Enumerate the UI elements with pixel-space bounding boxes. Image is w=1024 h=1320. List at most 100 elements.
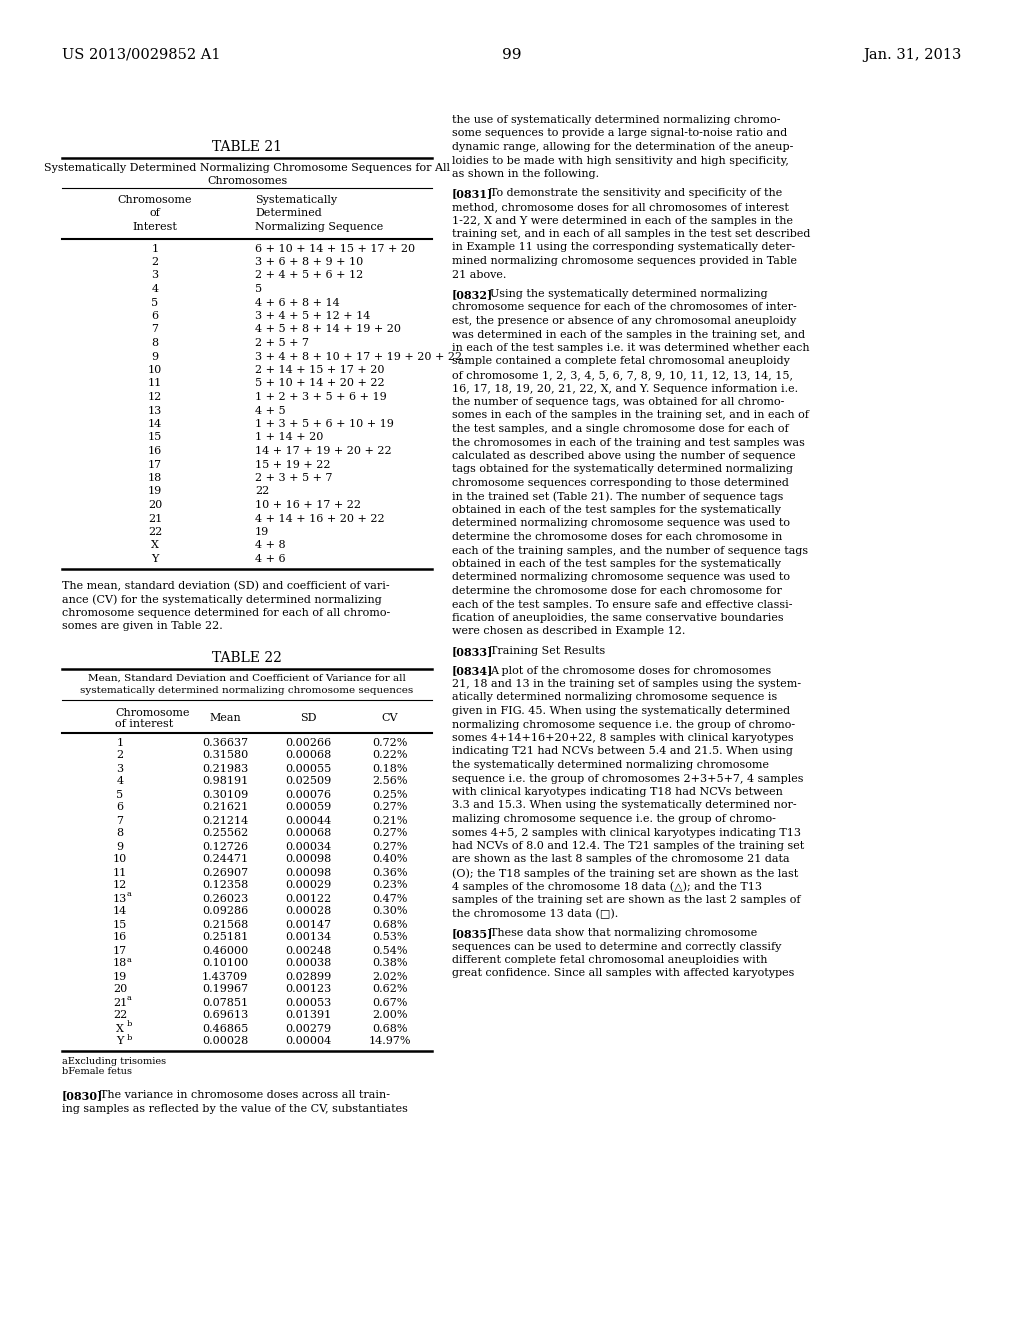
Text: 0.21983: 0.21983 — [202, 763, 248, 774]
Text: 0.12358: 0.12358 — [202, 880, 248, 891]
Text: 8: 8 — [152, 338, 159, 348]
Text: the systematically determined normalizing chromosome: the systematically determined normalizin… — [452, 760, 769, 770]
Text: 6: 6 — [152, 312, 159, 321]
Text: determined normalizing chromosome sequence was used to: determined normalizing chromosome sequen… — [452, 573, 790, 582]
Text: 18: 18 — [113, 958, 127, 969]
Text: 0.30109: 0.30109 — [202, 789, 248, 800]
Text: normalizing chromosome sequence i.e. the group of chromo-: normalizing chromosome sequence i.e. the… — [452, 719, 795, 730]
Text: given in FIG. 45. When using the systematically determined: given in FIG. 45. When using the systema… — [452, 706, 791, 715]
Text: great confidence. Since all samples with affected karyotypes: great confidence. Since all samples with… — [452, 969, 795, 978]
Text: dynamic range, allowing for the determination of the aneup-: dynamic range, allowing for the determin… — [452, 143, 794, 152]
Text: 10: 10 — [147, 366, 162, 375]
Text: b: b — [127, 1020, 132, 1028]
Text: 3.3 and 15.3. When using the systematically determined nor-: 3.3 and 15.3. When using the systematica… — [452, 800, 797, 810]
Text: 0.25562: 0.25562 — [202, 829, 248, 838]
Text: Jan. 31, 2013: Jan. 31, 2013 — [863, 48, 962, 62]
Text: 5: 5 — [152, 297, 159, 308]
Text: somes are given in Table 22.: somes are given in Table 22. — [62, 620, 223, 631]
Text: aExcluding trisomies: aExcluding trisomies — [62, 1056, 166, 1065]
Text: X: X — [152, 540, 159, 550]
Text: 0.00248: 0.00248 — [285, 945, 331, 956]
Text: sequences can be used to determine and correctly classify: sequences can be used to determine and c… — [452, 941, 781, 952]
Text: 0.68%: 0.68% — [373, 1023, 408, 1034]
Text: 0.10100: 0.10100 — [202, 958, 248, 969]
Text: systematically determined normalizing chromosome sequences: systematically determined normalizing ch… — [80, 686, 414, 696]
Text: 0.46865: 0.46865 — [202, 1023, 248, 1034]
Text: 4 + 5 + 8 + 14 + 19 + 20: 4 + 5 + 8 + 14 + 19 + 20 — [255, 325, 401, 334]
Text: 0.00098: 0.00098 — [285, 867, 331, 878]
Text: est, the presence or absence of any chromosomal aneuploidy: est, the presence or absence of any chro… — [452, 315, 797, 326]
Text: each of the test samples. To ensure safe and effective classi-: each of the test samples. To ensure safe… — [452, 599, 793, 610]
Text: 4 + 5: 4 + 5 — [255, 405, 286, 416]
Text: 9: 9 — [152, 351, 159, 362]
Text: The variance in chromosome doses across all train-: The variance in chromosome doses across … — [100, 1090, 390, 1101]
Text: with clinical karyotypes indicating T18 had NCVs between: with clinical karyotypes indicating T18 … — [452, 787, 783, 797]
Text: somes 4+5, 2 samples with clinical karyotypes indicating T13: somes 4+5, 2 samples with clinical karyo… — [452, 828, 801, 837]
Text: 20: 20 — [147, 500, 162, 510]
Text: obtained in each of the test samples for the systematically: obtained in each of the test samples for… — [452, 506, 781, 515]
Text: 12: 12 — [113, 880, 127, 891]
Text: somes in each of the samples in the training set, and in each of: somes in each of the samples in the trai… — [452, 411, 809, 421]
Text: 15 + 19 + 22: 15 + 19 + 22 — [255, 459, 331, 470]
Text: indicating T21 had NCVs between 5.4 and 21.5. When using: indicating T21 had NCVs between 5.4 and … — [452, 747, 793, 756]
Text: Interest: Interest — [132, 222, 177, 232]
Text: of chromosome 1, 2, 3, 4, 5, 6, 7, 8, 9, 10, 11, 12, 13, 14, 15,: of chromosome 1, 2, 3, 4, 5, 6, 7, 8, 9,… — [452, 370, 793, 380]
Text: 0.46000: 0.46000 — [202, 945, 248, 956]
Text: 0.02509: 0.02509 — [285, 776, 331, 787]
Text: the number of sequence tags, was obtained for all chromo-: the number of sequence tags, was obtaine… — [452, 397, 784, 407]
Text: 3 + 4 + 5 + 12 + 14: 3 + 4 + 5 + 12 + 14 — [255, 312, 371, 321]
Text: 4 + 14 + 16 + 20 + 22: 4 + 14 + 16 + 20 + 22 — [255, 513, 385, 524]
Text: 18: 18 — [147, 473, 162, 483]
Text: 0.40%: 0.40% — [373, 854, 408, 865]
Text: determine the chromosome doses for each chromosome in: determine the chromosome doses for each … — [452, 532, 782, 543]
Text: 17: 17 — [147, 459, 162, 470]
Text: 15: 15 — [147, 433, 162, 442]
Text: 0.00038: 0.00038 — [285, 958, 331, 969]
Text: sequence i.e. the group of chromosomes 2+3+5+7, 4 samples: sequence i.e. the group of chromosomes 2… — [452, 774, 804, 784]
Text: These data show that normalizing chromosome: These data show that normalizing chromos… — [490, 928, 758, 939]
Text: tags obtained for the systematically determined normalizing: tags obtained for the systematically det… — [452, 465, 793, 474]
Text: 0.67%: 0.67% — [373, 998, 408, 1007]
Text: as shown in the following.: as shown in the following. — [452, 169, 599, 180]
Text: calculated as described above using the number of sequence: calculated as described above using the … — [452, 451, 796, 461]
Text: 0.00044: 0.00044 — [285, 816, 331, 825]
Text: obtained in each of the test samples for the systematically: obtained in each of the test samples for… — [452, 558, 781, 569]
Text: 2.00%: 2.00% — [373, 1011, 408, 1020]
Text: Y: Y — [152, 554, 159, 564]
Text: 0.27%: 0.27% — [373, 842, 408, 851]
Text: 4 + 6: 4 + 6 — [255, 554, 286, 564]
Text: chromosome sequence for each of the chromosomes of inter-: chromosome sequence for each of the chro… — [452, 302, 797, 313]
Text: 14 + 17 + 19 + 20 + 22: 14 + 17 + 19 + 20 + 22 — [255, 446, 391, 455]
Text: 10: 10 — [113, 854, 127, 865]
Text: 4 + 8: 4 + 8 — [255, 540, 286, 550]
Text: the chromosomes in each of the training and test samples was: the chromosomes in each of the training … — [452, 437, 805, 447]
Text: ance (CV) for the systematically determined normalizing: ance (CV) for the systematically determi… — [62, 594, 382, 605]
Text: 7: 7 — [117, 816, 124, 825]
Text: 10 + 16 + 17 + 22: 10 + 16 + 17 + 22 — [255, 500, 361, 510]
Text: chromosome sequence determined for each of all chromo-: chromosome sequence determined for each … — [62, 607, 390, 618]
Text: 4 samples of the chromosome 18 data (△); and the T13: 4 samples of the chromosome 18 data (△);… — [452, 882, 762, 892]
Text: a: a — [127, 891, 132, 899]
Text: ing samples as reflected by the value of the CV, substantiates: ing samples as reflected by the value of… — [62, 1104, 408, 1114]
Text: 0.00076: 0.00076 — [285, 789, 331, 800]
Text: US 2013/0029852 A1: US 2013/0029852 A1 — [62, 48, 220, 62]
Text: 0.00034: 0.00034 — [285, 842, 331, 851]
Text: [0834]: [0834] — [452, 665, 494, 676]
Text: the test samples, and a single chromosome dose for each of: the test samples, and a single chromosom… — [452, 424, 788, 434]
Text: 0.00055: 0.00055 — [285, 763, 331, 774]
Text: 3: 3 — [117, 763, 124, 774]
Text: Systematically Determined Normalizing Chromosome Sequences for All: Systematically Determined Normalizing Ch… — [44, 162, 450, 173]
Text: 0.00068: 0.00068 — [285, 751, 331, 760]
Text: Mean, Standard Deviation and Coefficient of Variance for all: Mean, Standard Deviation and Coefficient… — [88, 673, 406, 682]
Text: 0.23%: 0.23% — [373, 880, 408, 891]
Text: (O); the T18 samples of the training set are shown as the last: (O); the T18 samples of the training set… — [452, 869, 799, 879]
Text: 3 + 6 + 8 + 9 + 10: 3 + 6 + 8 + 9 + 10 — [255, 257, 364, 267]
Text: 0.54%: 0.54% — [373, 945, 408, 956]
Text: 5: 5 — [255, 284, 262, 294]
Text: 4: 4 — [117, 776, 124, 787]
Text: 14: 14 — [113, 907, 127, 916]
Text: 6 + 10 + 14 + 15 + 17 + 20: 6 + 10 + 14 + 15 + 17 + 20 — [255, 243, 415, 253]
Text: were chosen as described in Example 12.: were chosen as described in Example 12. — [452, 627, 685, 636]
Text: 3 + 4 + 8 + 10 + 17 + 19 + 20 + 22: 3 + 4 + 8 + 10 + 17 + 19 + 20 + 22 — [255, 351, 462, 362]
Text: [0835]: [0835] — [452, 928, 494, 939]
